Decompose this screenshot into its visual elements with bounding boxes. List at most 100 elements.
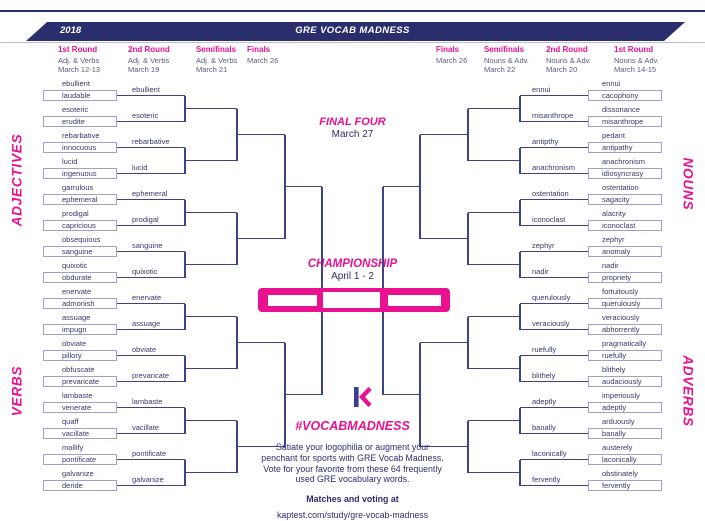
bracket-word: fervently — [602, 481, 631, 490]
bracket-word: pontificate — [62, 455, 97, 464]
semifinal-connector — [236, 316, 238, 369]
finals-line — [420, 341, 468, 344]
matchup-box — [588, 220, 662, 231]
bracket-word: obfuscate — [62, 365, 95, 374]
round2-connector — [184, 251, 186, 278]
matchup-box — [43, 350, 117, 361]
round2-line — [117, 250, 185, 253]
bracket-word: propriety — [602, 273, 632, 282]
bracket-word: lambaste — [132, 396, 163, 406]
matchup-box — [588, 246, 662, 257]
semifinal-connector — [236, 108, 238, 161]
bracket-word: quixotic — [132, 266, 158, 276]
section-label-adjectives: ADJECTIVES — [9, 133, 25, 227]
bracket-word: anachronism — [602, 157, 645, 166]
round2-line — [520, 198, 588, 201]
round2-line — [520, 250, 588, 253]
matchup-box — [43, 90, 117, 101]
championship-title: CHAMPIONSHIP — [307, 258, 398, 270]
bracket-word: imperiously — [602, 391, 640, 400]
bracket-word: obdurate — [62, 273, 92, 282]
bracket-word: innocuous — [62, 143, 97, 152]
bracket-word: querulously — [602, 299, 641, 308]
round2-line — [117, 354, 185, 357]
bracket-word: pedant — [602, 131, 625, 140]
bracket-word: erudite — [62, 117, 85, 126]
blurb-line: used GRE vocabulary words. — [295, 474, 410, 485]
bracket-word: iconoclast — [532, 214, 566, 224]
round2-connector — [184, 147, 186, 174]
round2-line — [117, 198, 185, 201]
bracket-word: pillory — [62, 351, 82, 360]
matchup-box — [588, 402, 662, 413]
matchup-box — [588, 90, 662, 101]
final-four-line — [285, 185, 322, 188]
semifinal-connector — [236, 420, 238, 473]
round2-line — [520, 432, 588, 435]
bracket-word: prodigal — [132, 214, 159, 224]
bracket-word: assuage — [132, 318, 161, 328]
semifinal-line — [468, 107, 520, 110]
championship-heading: CHAMPIONSHIP April 1 - 2 — [272, 258, 433, 282]
blurb-line: Vote for your favorite from these 64 fre… — [263, 463, 442, 474]
round-header-sub: Nouns & Adv. — [546, 55, 591, 65]
semifinal-line — [185, 107, 237, 110]
bracket-word: sanguine — [62, 247, 93, 256]
bracket-word: dissonance — [602, 105, 640, 114]
matchup-box — [43, 376, 117, 387]
round2-line — [520, 172, 588, 175]
bracket-word: banally — [532, 422, 556, 432]
round2-line — [117, 406, 185, 409]
bracket-word: antipthy — [532, 136, 559, 146]
bracket-word: sagacity — [602, 195, 630, 204]
round2-connector — [184, 199, 186, 226]
champion-slot — [323, 292, 380, 308]
round2-line — [520, 120, 588, 123]
round2-connector — [184, 459, 186, 486]
semifinal-line — [468, 211, 520, 214]
round-header-title: 2nd Round — [128, 45, 170, 54]
championship-connector — [382, 186, 384, 288]
matchup-box — [43, 194, 117, 205]
finals-line — [420, 133, 468, 136]
bracket-word: quaff — [62, 417, 79, 426]
bracket-word: assuage — [62, 313, 91, 322]
round2-line — [117, 276, 185, 279]
round-header-title: 1st Round — [58, 45, 98, 54]
bracket-word: pragmatically — [602, 339, 647, 348]
round-header-title: Semifinals — [196, 45, 237, 54]
round-header-sub: March 21 — [196, 64, 228, 74]
round-header-sub: March 19 — [128, 64, 160, 74]
matchup-box — [43, 480, 117, 491]
round2-line — [520, 354, 588, 357]
bracket-word: obviate — [132, 344, 157, 354]
matchup-box — [588, 272, 662, 283]
matchup-box — [588, 454, 662, 465]
voting-url-link[interactable]: kaptest.com/study/gre-vocab-madness — [276, 510, 429, 521]
bracket-word: obstinately — [602, 469, 638, 478]
bracket-word: adeptly — [602, 403, 627, 412]
matchup-box — [588, 142, 662, 153]
bracket-word: mollify — [62, 443, 84, 452]
bracket-word: galvanize — [132, 474, 164, 484]
bracket-word: esoteric — [132, 110, 159, 120]
semifinal-line — [185, 471, 237, 474]
matchup-box — [43, 246, 117, 257]
section-label-verbs: VERBS — [9, 365, 25, 417]
round2-line — [117, 484, 185, 487]
top-rule — [0, 10, 705, 13]
round2-connector — [184, 95, 186, 122]
bracket-word: cacophony — [602, 91, 639, 100]
bracket-word: fortuitously — [602, 287, 639, 296]
bracket-word: venerate — [62, 403, 92, 412]
section-label-adverbs: ADVERBS — [680, 355, 696, 427]
championship-connector — [321, 312, 323, 395]
round2-line — [117, 146, 185, 149]
round2-connector — [184, 407, 186, 434]
bracket-word: prodigal — [62, 209, 89, 218]
matchup-box — [588, 350, 662, 361]
finalist-slot-right — [388, 295, 441, 306]
championship-bar — [258, 288, 450, 312]
bracket-word: misanthrope — [532, 110, 574, 120]
